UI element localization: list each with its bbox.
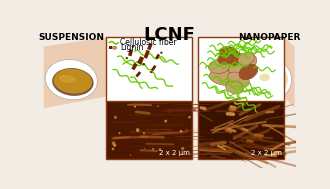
Bar (198, 37, 284, 159)
Circle shape (136, 128, 140, 132)
Ellipse shape (228, 54, 257, 75)
Circle shape (157, 105, 159, 107)
Bar (106, 37, 192, 101)
Bar (109, 46, 112, 49)
Circle shape (186, 129, 188, 131)
Ellipse shape (255, 67, 283, 94)
Circle shape (152, 148, 154, 150)
Ellipse shape (219, 46, 238, 59)
Ellipse shape (218, 50, 243, 66)
Circle shape (190, 130, 191, 131)
Circle shape (158, 148, 161, 151)
FancyBboxPatch shape (135, 71, 141, 77)
Circle shape (112, 148, 114, 150)
Ellipse shape (225, 81, 244, 94)
Ellipse shape (209, 69, 237, 85)
Polygon shape (284, 37, 295, 108)
Polygon shape (44, 37, 106, 108)
Circle shape (112, 141, 115, 145)
FancyBboxPatch shape (128, 49, 133, 56)
Circle shape (130, 154, 131, 156)
Bar (198, 37, 284, 101)
FancyBboxPatch shape (155, 54, 160, 59)
Text: Lignin: Lignin (120, 43, 143, 52)
Ellipse shape (251, 62, 288, 97)
Circle shape (143, 132, 145, 134)
Ellipse shape (238, 52, 254, 65)
Bar (106, 37, 192, 159)
FancyBboxPatch shape (151, 65, 156, 71)
Text: NANOPAPER: NANOPAPER (238, 33, 300, 42)
Circle shape (126, 57, 128, 59)
Ellipse shape (218, 53, 233, 64)
Ellipse shape (215, 59, 251, 82)
Ellipse shape (239, 64, 258, 80)
Ellipse shape (209, 60, 230, 74)
Ellipse shape (52, 68, 94, 96)
Ellipse shape (54, 69, 92, 94)
Circle shape (114, 116, 117, 119)
Circle shape (134, 106, 136, 108)
Circle shape (132, 45, 134, 48)
FancyBboxPatch shape (144, 50, 150, 59)
Circle shape (188, 116, 191, 119)
Text: 2 x 2 μm: 2 x 2 μm (159, 150, 190, 156)
FancyBboxPatch shape (147, 43, 152, 50)
Text: 2 x 2 μm: 2 x 2 μm (251, 150, 281, 156)
Ellipse shape (259, 74, 270, 81)
Circle shape (113, 144, 116, 147)
FancyBboxPatch shape (131, 63, 138, 70)
Ellipse shape (59, 75, 76, 83)
Ellipse shape (45, 60, 97, 100)
Circle shape (164, 120, 167, 122)
Ellipse shape (112, 46, 117, 49)
Circle shape (180, 130, 182, 132)
Text: SUSPENSION: SUSPENSION (38, 33, 104, 42)
Text: LCNF: LCNF (143, 26, 195, 44)
Ellipse shape (247, 58, 292, 101)
Circle shape (150, 71, 152, 73)
Text: Cellulosic fiber: Cellulosic fiber (120, 38, 177, 47)
Bar (106, 101, 192, 159)
Circle shape (160, 52, 163, 54)
Ellipse shape (227, 72, 249, 87)
Circle shape (144, 148, 145, 149)
Circle shape (143, 63, 145, 65)
Circle shape (181, 147, 184, 150)
Bar (198, 101, 284, 159)
Circle shape (118, 132, 120, 134)
FancyBboxPatch shape (137, 56, 144, 65)
